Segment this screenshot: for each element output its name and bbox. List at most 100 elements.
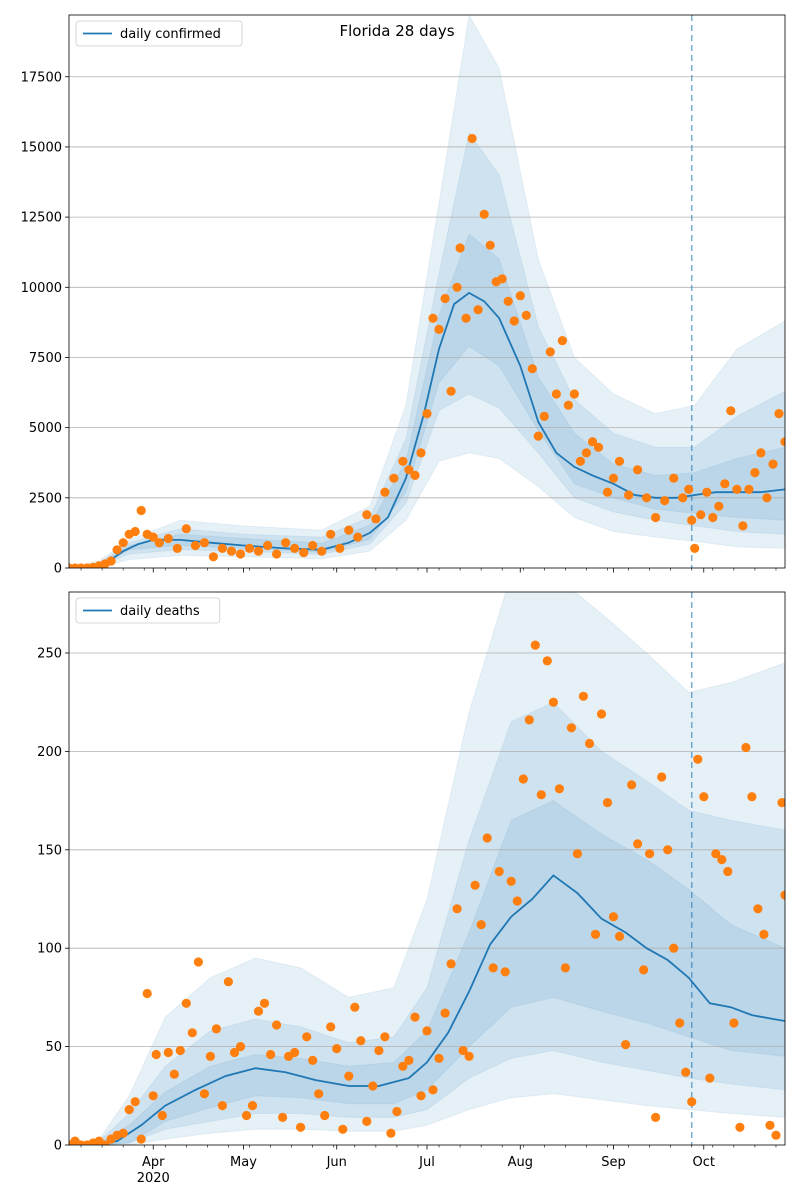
data-point: [416, 448, 426, 458]
chart-title: Florida 28 days: [339, 22, 454, 40]
data-point: [533, 431, 543, 441]
data-point: [488, 963, 498, 973]
data-point: [702, 487, 712, 497]
data-point: [563, 400, 574, 410]
legend-label: daily deaths: [120, 604, 200, 619]
data-point: [485, 240, 495, 250]
plot-area: [69, 15, 785, 568]
data-point: [124, 1105, 134, 1115]
data-point: [584, 738, 595, 749]
data-point: [272, 549, 282, 559]
data-point: [344, 1071, 354, 1081]
data-point: [593, 442, 604, 452]
data-point: [290, 1047, 300, 1058]
data-point: [771, 1130, 781, 1140]
data-point: [711, 849, 721, 859]
y-tick-label: 250: [37, 647, 62, 662]
data-point: [422, 1026, 432, 1036]
data-point: [446, 386, 456, 396]
data-point: [290, 543, 300, 554]
data-point: [684, 484, 694, 494]
data-point: [374, 1045, 384, 1056]
data-point: [278, 1112, 288, 1122]
data-point: [326, 529, 336, 539]
y-tick-label: 0: [54, 1139, 62, 1154]
data-point: [753, 904, 763, 914]
data-point: [575, 456, 586, 466]
data-point: [130, 1097, 140, 1107]
data-point: [756, 448, 766, 458]
data-point: [253, 1006, 264, 1016]
data-point: [750, 468, 760, 478]
y-tick-label: 150: [37, 843, 62, 858]
data-point: [633, 839, 643, 849]
legend: daily confirmed: [75, 20, 243, 47]
data-point: [551, 389, 562, 399]
data-point: [389, 473, 399, 483]
data-point: [572, 849, 583, 859]
legend: daily deaths: [75, 597, 221, 624]
data-point: [687, 1097, 697, 1107]
x-tick-label: May: [230, 1155, 257, 1170]
data-point: [696, 510, 706, 520]
data-point: [780, 437, 785, 447]
data-point: [720, 479, 730, 489]
data-point: [308, 540, 318, 551]
x-tick-label: Jun: [326, 1155, 347, 1170]
data-point: [651, 1112, 661, 1122]
data-point: [461, 313, 471, 323]
data-point: [560, 963, 571, 973]
data-point: [690, 543, 700, 554]
data-point: [151, 1049, 161, 1060]
data-point: [621, 1040, 631, 1050]
data-point: [320, 1110, 330, 1121]
uncertainty-band-2: [69, 800, 785, 1145]
data-point: [705, 1073, 715, 1083]
data-point: [428, 1085, 438, 1095]
data-point: [187, 1028, 197, 1038]
data-point: [657, 772, 667, 782]
y-tick-label: 0: [54, 562, 62, 577]
data-point: [732, 484, 742, 494]
data-point: [136, 1134, 146, 1144]
data-point: [566, 723, 577, 733]
data-point: [512, 896, 522, 906]
legend-label: daily confirmed: [120, 27, 221, 42]
y-tick-label: 12500: [21, 211, 62, 226]
y-tick-label: 50: [45, 1040, 62, 1055]
data-point: [596, 709, 607, 719]
data-point: [136, 505, 146, 516]
data-point: [759, 929, 769, 940]
y-tick-label: 100: [37, 942, 62, 957]
data-point: [602, 798, 613, 808]
data-point: [633, 465, 643, 475]
data-point: [308, 1055, 318, 1065]
data-point: [741, 742, 751, 753]
data-point: [780, 890, 785, 900]
data-point: [416, 1091, 426, 1101]
data-point: [479, 209, 489, 219]
data-point: [669, 943, 679, 953]
data-point: [338, 1124, 348, 1134]
legend-box: [75, 597, 221, 624]
data-point: [217, 1101, 227, 1111]
data-point: [302, 1032, 312, 1042]
series-line: [69, 874, 785, 1145]
data-point: [235, 1042, 246, 1052]
data-point: [163, 533, 173, 544]
y-tick-label: 2500: [29, 491, 62, 506]
data-point: [362, 510, 372, 520]
data-point: [181, 998, 191, 1008]
data-point: [455, 243, 465, 253]
data-point: [404, 1055, 414, 1065]
data-point: [112, 545, 122, 555]
data-point: [335, 543, 345, 554]
data-point: [266, 1049, 276, 1060]
data-point: [521, 310, 531, 320]
data-point: [723, 866, 733, 877]
data-point: [494, 866, 504, 877]
data-point: [404, 465, 414, 475]
data-point: [142, 988, 152, 999]
data-point: [386, 1128, 396, 1138]
data-point: [651, 512, 661, 523]
